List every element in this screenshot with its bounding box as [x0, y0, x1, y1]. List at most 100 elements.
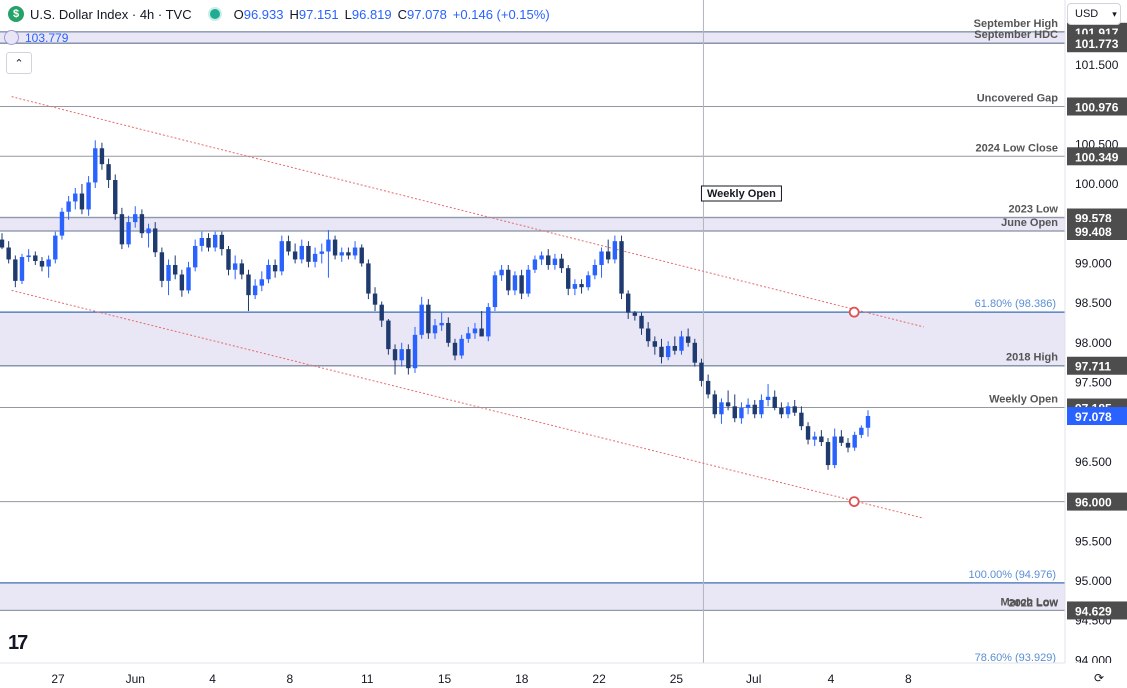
- currency-label: USD: [1075, 8, 1099, 20]
- channel-upper-line: [11, 96, 924, 328]
- candle-body: [672, 345, 678, 351]
- candle-body: [339, 252, 344, 256]
- candle-body: [79, 193, 85, 210]
- x-tick-label: 25: [670, 672, 684, 686]
- reset-chart-button[interactable]: ⟳: [1090, 670, 1108, 686]
- ohlc-low: L96.819: [344, 6, 392, 22]
- y-tick-label: 95.000: [1075, 574, 1112, 588]
- candle-body: [232, 263, 238, 270]
- level-label: 2023 Low: [1008, 204, 1058, 216]
- candle-body: [26, 255, 31, 258]
- candle-body: [113, 180, 118, 215]
- candle-body: [206, 237, 211, 248]
- candle-body: [332, 239, 338, 256]
- x-tick-label: 27: [51, 672, 65, 686]
- alert-value: 103.779: [25, 30, 69, 45]
- candle-body: [519, 275, 524, 294]
- y-tick-label: 95.500: [1075, 534, 1112, 548]
- candle-body: [785, 406, 791, 415]
- price-tag-bg: [1067, 97, 1127, 116]
- candle-body: [572, 284, 578, 289]
- price-tag-label: 94.629: [1075, 604, 1112, 618]
- collapse-legend-button[interactable]: ⌃: [6, 52, 32, 74]
- candle-body: [412, 334, 418, 369]
- y-tick-label: 96.500: [1075, 455, 1112, 469]
- candle-body: [752, 404, 757, 415]
- x-tick-label: 8: [905, 672, 912, 686]
- y-tick-label: 99.000: [1075, 256, 1112, 270]
- candle-body: [526, 269, 531, 294]
- price-tag-label: 100.349: [1075, 150, 1119, 164]
- tradingview-logo[interactable]: 17: [8, 632, 28, 654]
- alert-marker: [848, 306, 860, 318]
- candle-body: [659, 346, 664, 358]
- candle-body: [799, 412, 804, 427]
- candle-body: [379, 304, 384, 321]
- candle-body: [825, 442, 831, 466]
- candle-body: [66, 201, 71, 212]
- x-tick-label: Jun: [126, 672, 145, 686]
- candle-body: [153, 228, 158, 253]
- candle-body: [99, 148, 105, 165]
- candle-body: [805, 426, 811, 440]
- price-tag-label: 97.711: [1075, 360, 1111, 374]
- symbol-title[interactable]: U.S. Dollar Index · 4h · TVC: [30, 6, 192, 22]
- candle-body: [499, 269, 504, 276]
- candle-body: [432, 325, 438, 334]
- x-tick-label: 15: [438, 672, 452, 686]
- fib-level-label: 61.80% (98.386): [975, 298, 1056, 310]
- y-tick-label: 100.000: [1075, 177, 1119, 191]
- candle-body: [779, 407, 784, 415]
- candle-body: [599, 251, 604, 265]
- y-tick-label: 98.500: [1075, 296, 1112, 310]
- candle-body: [506, 269, 511, 291]
- candle-body: [652, 341, 658, 347]
- ohlc-open: O96.933: [233, 6, 284, 22]
- zone-band: [0, 312, 1065, 366]
- candle-body: [219, 234, 225, 250]
- candle-body: [632, 312, 638, 316]
- level-label: Uncovered Gap: [977, 93, 1059, 105]
- currency-selector[interactable]: USD ▾: [1067, 3, 1121, 25]
- price-tag-bg: [1067, 222, 1127, 241]
- chevron-down-icon: ▾: [1112, 8, 1117, 19]
- candle-body: [765, 396, 771, 400]
- candle-body: [73, 193, 78, 202]
- candle-body: [719, 402, 724, 415]
- candle-body: [199, 237, 205, 246]
- candle-body: [606, 251, 611, 260]
- dollar-logo-icon: $: [8, 6, 24, 22]
- x-tick-label: 8: [287, 672, 294, 686]
- x-tick-label: 4: [209, 672, 216, 686]
- candle-body: [865, 416, 871, 428]
- candle-body: [552, 258, 558, 265]
- candle-body: [372, 293, 378, 305]
- y-tick-label: 98.000: [1075, 336, 1112, 350]
- price-tag-bg: [1067, 356, 1127, 375]
- candle-body: [512, 275, 518, 291]
- candle-body: [566, 268, 571, 289]
- candle-body: [46, 259, 51, 267]
- candle-body: [739, 407, 744, 419]
- price-tag-bg: [1067, 34, 1127, 53]
- candle-body: [559, 258, 564, 269]
- candle-body: [106, 164, 111, 181]
- candle-body: [159, 252, 165, 281]
- level-label: 2018 High: [1006, 352, 1058, 364]
- candle-body: [93, 148, 98, 183]
- market-status-icon: [207, 7, 222, 21]
- candle-body: [699, 362, 704, 381]
- candle-body: [139, 214, 145, 234]
- candle-body: [186, 267, 191, 291]
- price-tag-label: 101.773: [1075, 37, 1119, 51]
- alert-label[interactable]: 103.779: [4, 30, 68, 45]
- price-tag-bg: [1067, 147, 1127, 166]
- refresh-icon: ⟳: [1093, 671, 1105, 685]
- candle-body: [352, 247, 358, 256]
- candle-body: [665, 345, 671, 358]
- candle-body: [819, 436, 824, 443]
- price-tag-label: 100.976: [1075, 101, 1119, 115]
- annotation-label: Weekly Open: [707, 188, 776, 200]
- candle-body: [319, 251, 324, 254]
